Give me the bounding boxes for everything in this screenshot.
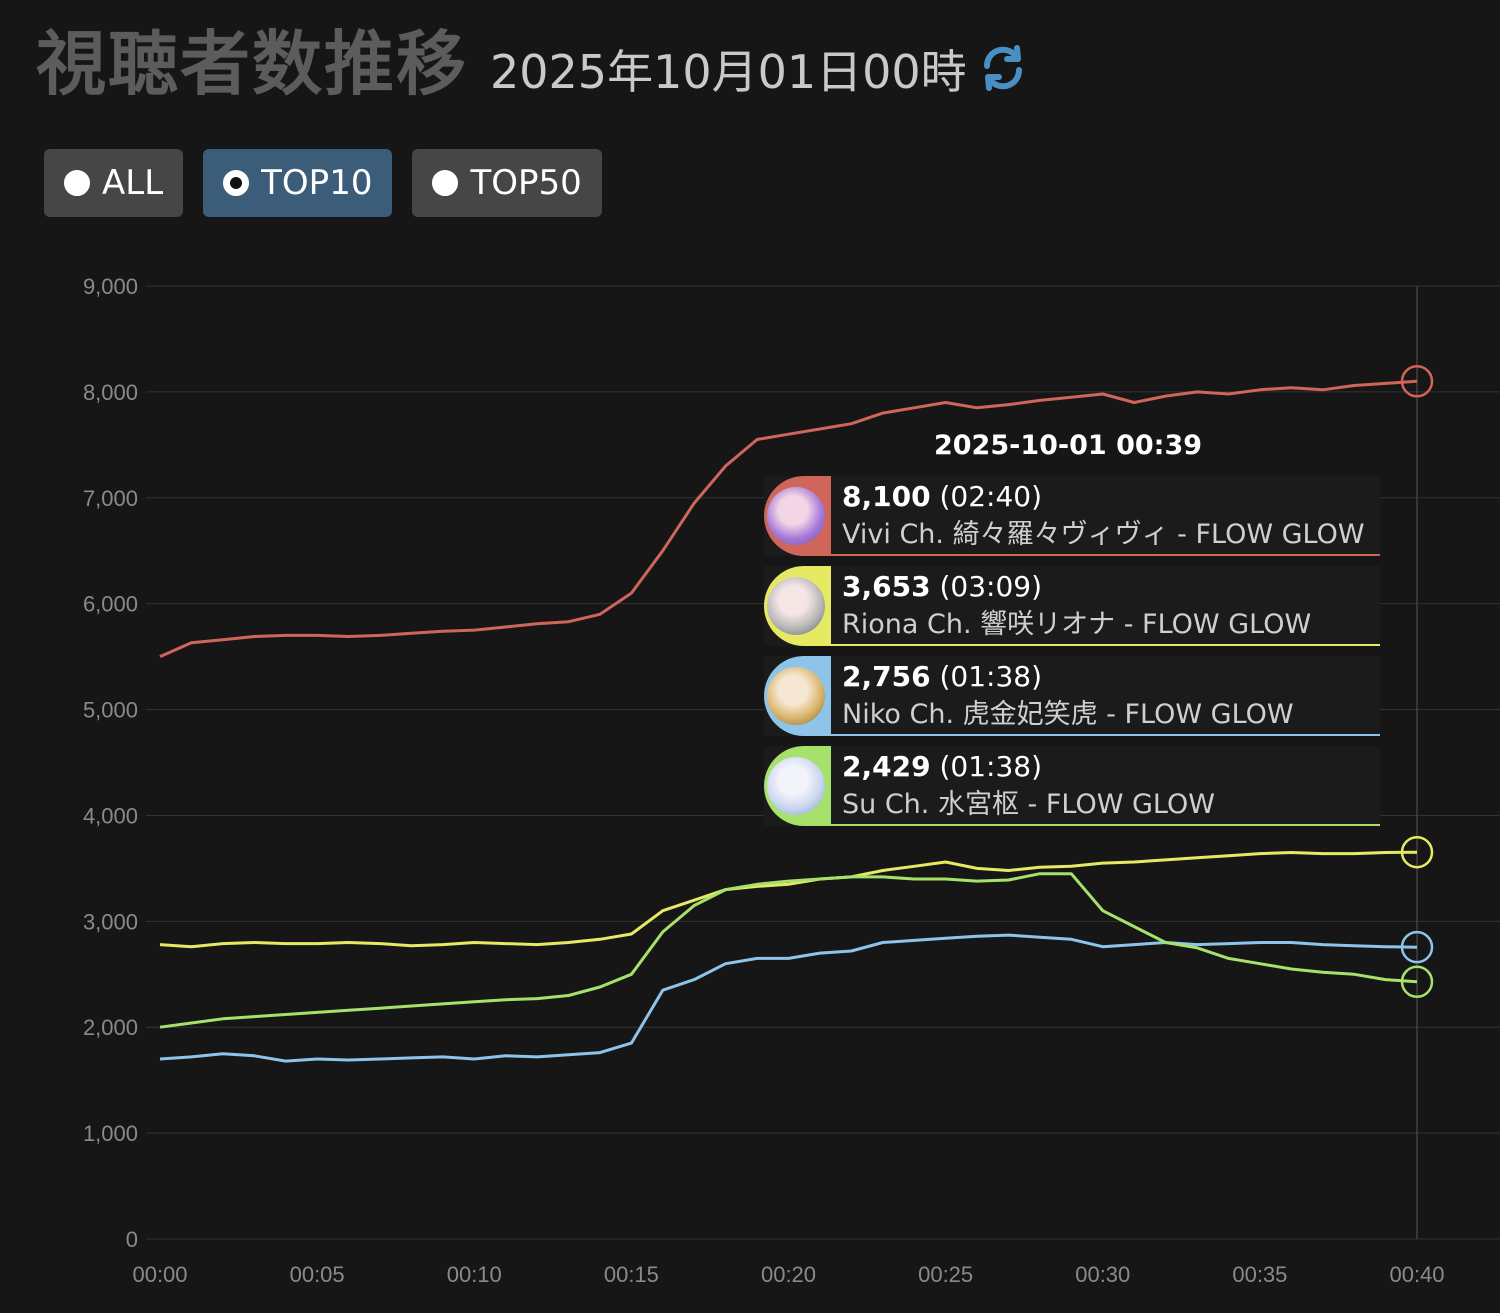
series-line	[159, 850, 1418, 949]
tooltip-item: 3,653 (03:09) Riona Ch. 響咲リオナ - FLOW GLO…	[764, 566, 1380, 646]
filter-group: ALL TOP10 TOP50	[44, 149, 602, 217]
tooltip-value: 2,429	[842, 750, 931, 783]
chart-tooltip: 2025-10-01 00:39 8,100 (02:40) Vivi Ch. …	[764, 430, 1380, 836]
x-tick-label: 00:05	[290, 1262, 345, 1287]
tooltip-underline	[831, 824, 1380, 826]
x-tick-label: 00:10	[447, 1262, 502, 1287]
radio-icon	[432, 170, 459, 196]
header: 視聴者数推移 2025年10月01日00時	[36, 14, 967, 122]
avatar	[764, 566, 831, 646]
tooltip-underline	[831, 554, 1380, 556]
filter-all-button[interactable]: ALL	[44, 149, 184, 217]
y-tick-label: 4,000	[83, 803, 138, 828]
series-line	[159, 379, 1418, 658]
tooltip-item: 8,100 (02:40) Vivi Ch. 綺々羅々ヴィヴィ - FLOW G…	[764, 476, 1380, 556]
tooltip-value: 3,653	[842, 570, 931, 603]
avatar	[764, 656, 831, 736]
tooltip-value: 2,756	[842, 660, 931, 693]
tooltip-channel-name: Su Ch. 水宮枢 - FLOW GLOW	[842, 789, 1215, 820]
y-tick-label: 3,000	[83, 909, 138, 934]
radio-icon	[64, 170, 90, 196]
tooltip-duration: (01:38)	[939, 660, 1043, 693]
x-tick-label: 00:15	[604, 1262, 659, 1287]
y-tick-label: 1,000	[83, 1121, 138, 1146]
radio-selected-icon	[223, 170, 250, 196]
y-tick-label: 2,000	[83, 1015, 138, 1040]
hover-marker	[1400, 365, 1434, 398]
x-tick-label: 00:35	[1232, 1262, 1287, 1287]
x-tick-label: 00:00	[132, 1262, 187, 1287]
tooltip-underline	[831, 734, 1380, 736]
tooltip-underline	[831, 644, 1380, 646]
tooltip-date: 2025-10-01 00:39	[933, 430, 1203, 461]
y-tick-label: 5,000	[83, 698, 138, 723]
filter-top50-button[interactable]: TOP50	[412, 149, 602, 217]
page-subtitle-datetime: 2025年10月01日00時	[490, 45, 967, 99]
tooltip-channel-name: Riona Ch. 響咲リオナ - FLOW GLOW	[842, 609, 1312, 640]
y-tick-label: 7,000	[83, 486, 138, 511]
series-line	[159, 933, 1418, 1063]
tooltip-duration: (02:40)	[939, 480, 1043, 513]
tooltip-duration: (03:09)	[939, 570, 1043, 603]
avatar	[764, 476, 831, 556]
tooltip-duration: (01:38)	[939, 750, 1043, 783]
y-tick-label: 6,000	[83, 592, 138, 617]
tooltip-item: 2,429 (01:38) Su Ch. 水宮枢 - FLOW GLOW	[764, 746, 1380, 826]
x-tick-label: 00:40	[1389, 1262, 1444, 1287]
tooltip-channel-name: Niko Ch. 虎金妃笑虎 - FLOW GLOW	[842, 699, 1294, 730]
y-tick-label: 8,000	[83, 380, 138, 405]
x-tick-label: 00:20	[761, 1262, 816, 1287]
hover-marker	[1400, 930, 1434, 964]
y-tick-label: 0	[126, 1227, 138, 1252]
refresh-icon[interactable]	[975, 40, 1031, 96]
tooltip-channel-name: Vivi Ch. 綺々羅々ヴィヴィ - FLOW GLOW	[842, 519, 1365, 550]
tooltip-item: 2,756 (01:38) Niko Ch. 虎金妃笑虎 - FLOW GLOW	[764, 656, 1380, 736]
filter-top10-label: TOP10	[261, 163, 373, 203]
avatar	[764, 746, 831, 826]
page-title: 視聴者数推移	[36, 23, 468, 105]
filter-all-label: ALL	[102, 163, 164, 203]
x-tick-label: 00:30	[1075, 1262, 1130, 1287]
filter-top10-button[interactable]: TOP10	[203, 149, 393, 217]
x-tick-label: 00:25	[918, 1262, 973, 1287]
series-line	[159, 872, 1418, 1029]
y-tick-label: 9,000	[83, 274, 138, 299]
hover-marker	[1400, 835, 1434, 869]
hover-marker	[1400, 965, 1434, 999]
filter-top50-label: TOP50	[470, 163, 582, 203]
tooltip-value: 8,100	[842, 480, 931, 513]
